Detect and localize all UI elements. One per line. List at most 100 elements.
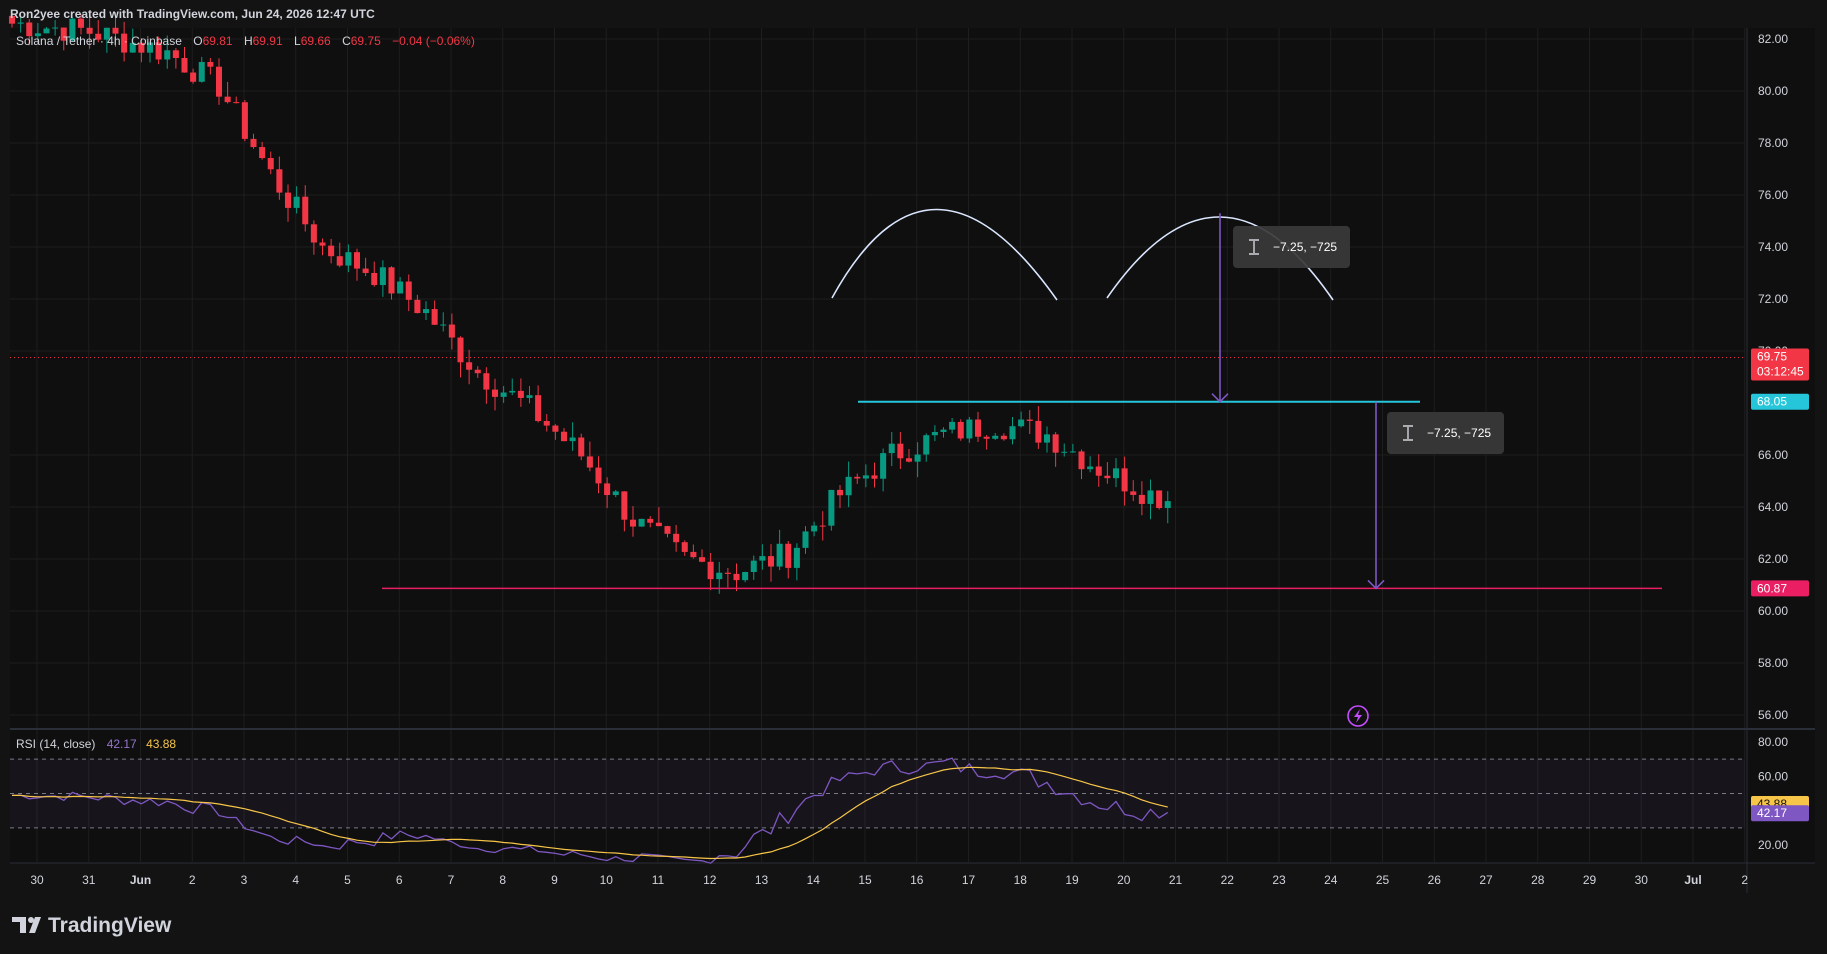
candle-body[interactable] xyxy=(112,27,119,34)
candle-body[interactable] xyxy=(957,421,964,439)
candle-body[interactable] xyxy=(578,437,585,457)
candle-body[interactable] xyxy=(811,525,818,532)
candle-body[interactable] xyxy=(1043,434,1051,443)
candle-body[interactable] xyxy=(880,453,887,479)
candle-body[interactable] xyxy=(992,435,999,439)
candle-body[interactable] xyxy=(733,573,740,581)
candle-body[interactable] xyxy=(431,309,438,325)
drawings-layer[interactable]: −7.25, −725 −7.25, −725 xyxy=(10,208,1745,590)
candle-body[interactable] xyxy=(1026,419,1033,421)
candle-body[interactable] xyxy=(819,525,826,527)
candle-body[interactable] xyxy=(690,551,697,558)
candle-body[interactable] xyxy=(845,476,852,496)
candle-body[interactable] xyxy=(949,421,956,430)
lightning-icon[interactable] xyxy=(1347,705,1369,727)
candle-body[interactable] xyxy=(146,42,154,53)
symbol-legend[interactable]: Solana / Tether · 4h · Coinbase O69.81 H… xyxy=(16,34,475,48)
candle-body[interactable] xyxy=(440,324,447,326)
candle-body[interactable] xyxy=(1156,490,1163,508)
candle-body[interactable] xyxy=(319,242,326,246)
candle-body[interactable] xyxy=(664,526,671,534)
candle-body[interactable] xyxy=(509,390,516,393)
candlestick-series[interactable] xyxy=(8,11,1171,594)
candle-body[interactable] xyxy=(164,50,171,60)
candle-body[interactable] xyxy=(759,556,766,561)
candle-body[interactable] xyxy=(923,435,930,455)
candle-body[interactable] xyxy=(1052,434,1059,453)
candle-body[interactable] xyxy=(224,96,231,103)
candle-body[interactable] xyxy=(405,281,412,300)
candle-body[interactable] xyxy=(52,27,59,29)
candle-body[interactable] xyxy=(371,272,378,286)
candle-body[interactable] xyxy=(828,489,835,526)
candle-body[interactable] xyxy=(612,491,619,496)
candle-body[interactable] xyxy=(905,458,913,462)
candle-body[interactable] xyxy=(172,50,179,58)
candle-body[interactable] xyxy=(129,42,136,53)
candle-body[interactable] xyxy=(940,429,947,433)
candle-body[interactable] xyxy=(379,267,386,286)
candle-body[interactable] xyxy=(17,22,24,24)
candle-body[interactable] xyxy=(1138,494,1145,504)
candle-body[interactable] xyxy=(535,395,542,422)
candle-body[interactable] xyxy=(267,158,274,170)
candle-body[interactable] xyxy=(1087,466,1094,470)
candle-body[interactable] xyxy=(793,547,800,568)
candle-body[interactable] xyxy=(983,436,990,439)
candle-body[interactable] xyxy=(500,392,507,397)
candle-body[interactable] xyxy=(802,531,809,548)
candle-body[interactable] xyxy=(647,518,654,523)
candle-body[interactable] xyxy=(931,432,938,436)
candle-body[interactable] xyxy=(483,373,490,390)
candle-body[interactable] xyxy=(767,556,775,567)
candle-body[interactable] xyxy=(302,196,309,225)
candle-body[interactable] xyxy=(526,395,533,398)
candle-body[interactable] xyxy=(785,543,792,568)
candle-body[interactable] xyxy=(1018,419,1025,427)
candle-body[interactable] xyxy=(888,443,895,454)
time-axis[interactable]: 30 31 Jun 2 3 4 5 6 7 8 9 10 11 12 13 14 15 16 17 18 19 20 21 2… xyxy=(30,873,1748,887)
candle-body[interactable] xyxy=(284,192,292,208)
candle-body[interactable] xyxy=(750,560,757,573)
candle-body[interactable] xyxy=(491,389,499,397)
candle-body[interactable] xyxy=(43,28,50,34)
candle-body[interactable] xyxy=(681,542,688,552)
candle-body[interactable] xyxy=(138,42,145,53)
candle-body[interactable] xyxy=(121,33,128,53)
candle-body[interactable] xyxy=(198,61,205,82)
candle-body[interactable] xyxy=(95,33,102,40)
candle-body[interactable] xyxy=(966,419,973,439)
candle-body[interactable] xyxy=(259,147,266,159)
candle-body[interactable] xyxy=(422,309,430,314)
candle-body[interactable] xyxy=(86,27,93,34)
candle-body[interactable] xyxy=(724,572,731,574)
candle-body[interactable] xyxy=(276,169,283,193)
candle-body[interactable] xyxy=(1164,501,1171,508)
candle-body[interactable] xyxy=(26,22,33,37)
candle-body[interactable] xyxy=(854,476,861,479)
candle-body[interactable] xyxy=(207,61,214,67)
candle-body[interactable] xyxy=(1009,426,1016,440)
candle-body[interactable] xyxy=(69,18,76,41)
candle-body[interactable] xyxy=(474,369,481,374)
candle-body[interactable] xyxy=(353,252,361,269)
candle-body[interactable] xyxy=(414,299,421,314)
candle-body[interactable] xyxy=(345,252,352,266)
candle-body[interactable] xyxy=(155,42,162,60)
candle-body[interactable] xyxy=(362,268,369,273)
candle-body[interactable] xyxy=(466,362,473,370)
candle-body[interactable] xyxy=(1069,451,1076,453)
candle-body[interactable] xyxy=(328,245,335,257)
candle-body[interactable] xyxy=(397,281,404,294)
candle-body[interactable] xyxy=(543,421,550,426)
candle-body[interactable] xyxy=(215,66,223,97)
candle-body[interactable] xyxy=(698,557,706,562)
candle-body[interactable] xyxy=(1095,466,1102,476)
candle-body[interactable] xyxy=(1000,435,1007,440)
candle-body[interactable] xyxy=(60,27,67,41)
candle-body[interactable] xyxy=(1112,468,1120,479)
candle-body[interactable] xyxy=(457,337,464,363)
candle-body[interactable] xyxy=(914,454,921,462)
candle-body[interactable] xyxy=(1104,475,1111,479)
candle-body[interactable] xyxy=(776,543,783,567)
